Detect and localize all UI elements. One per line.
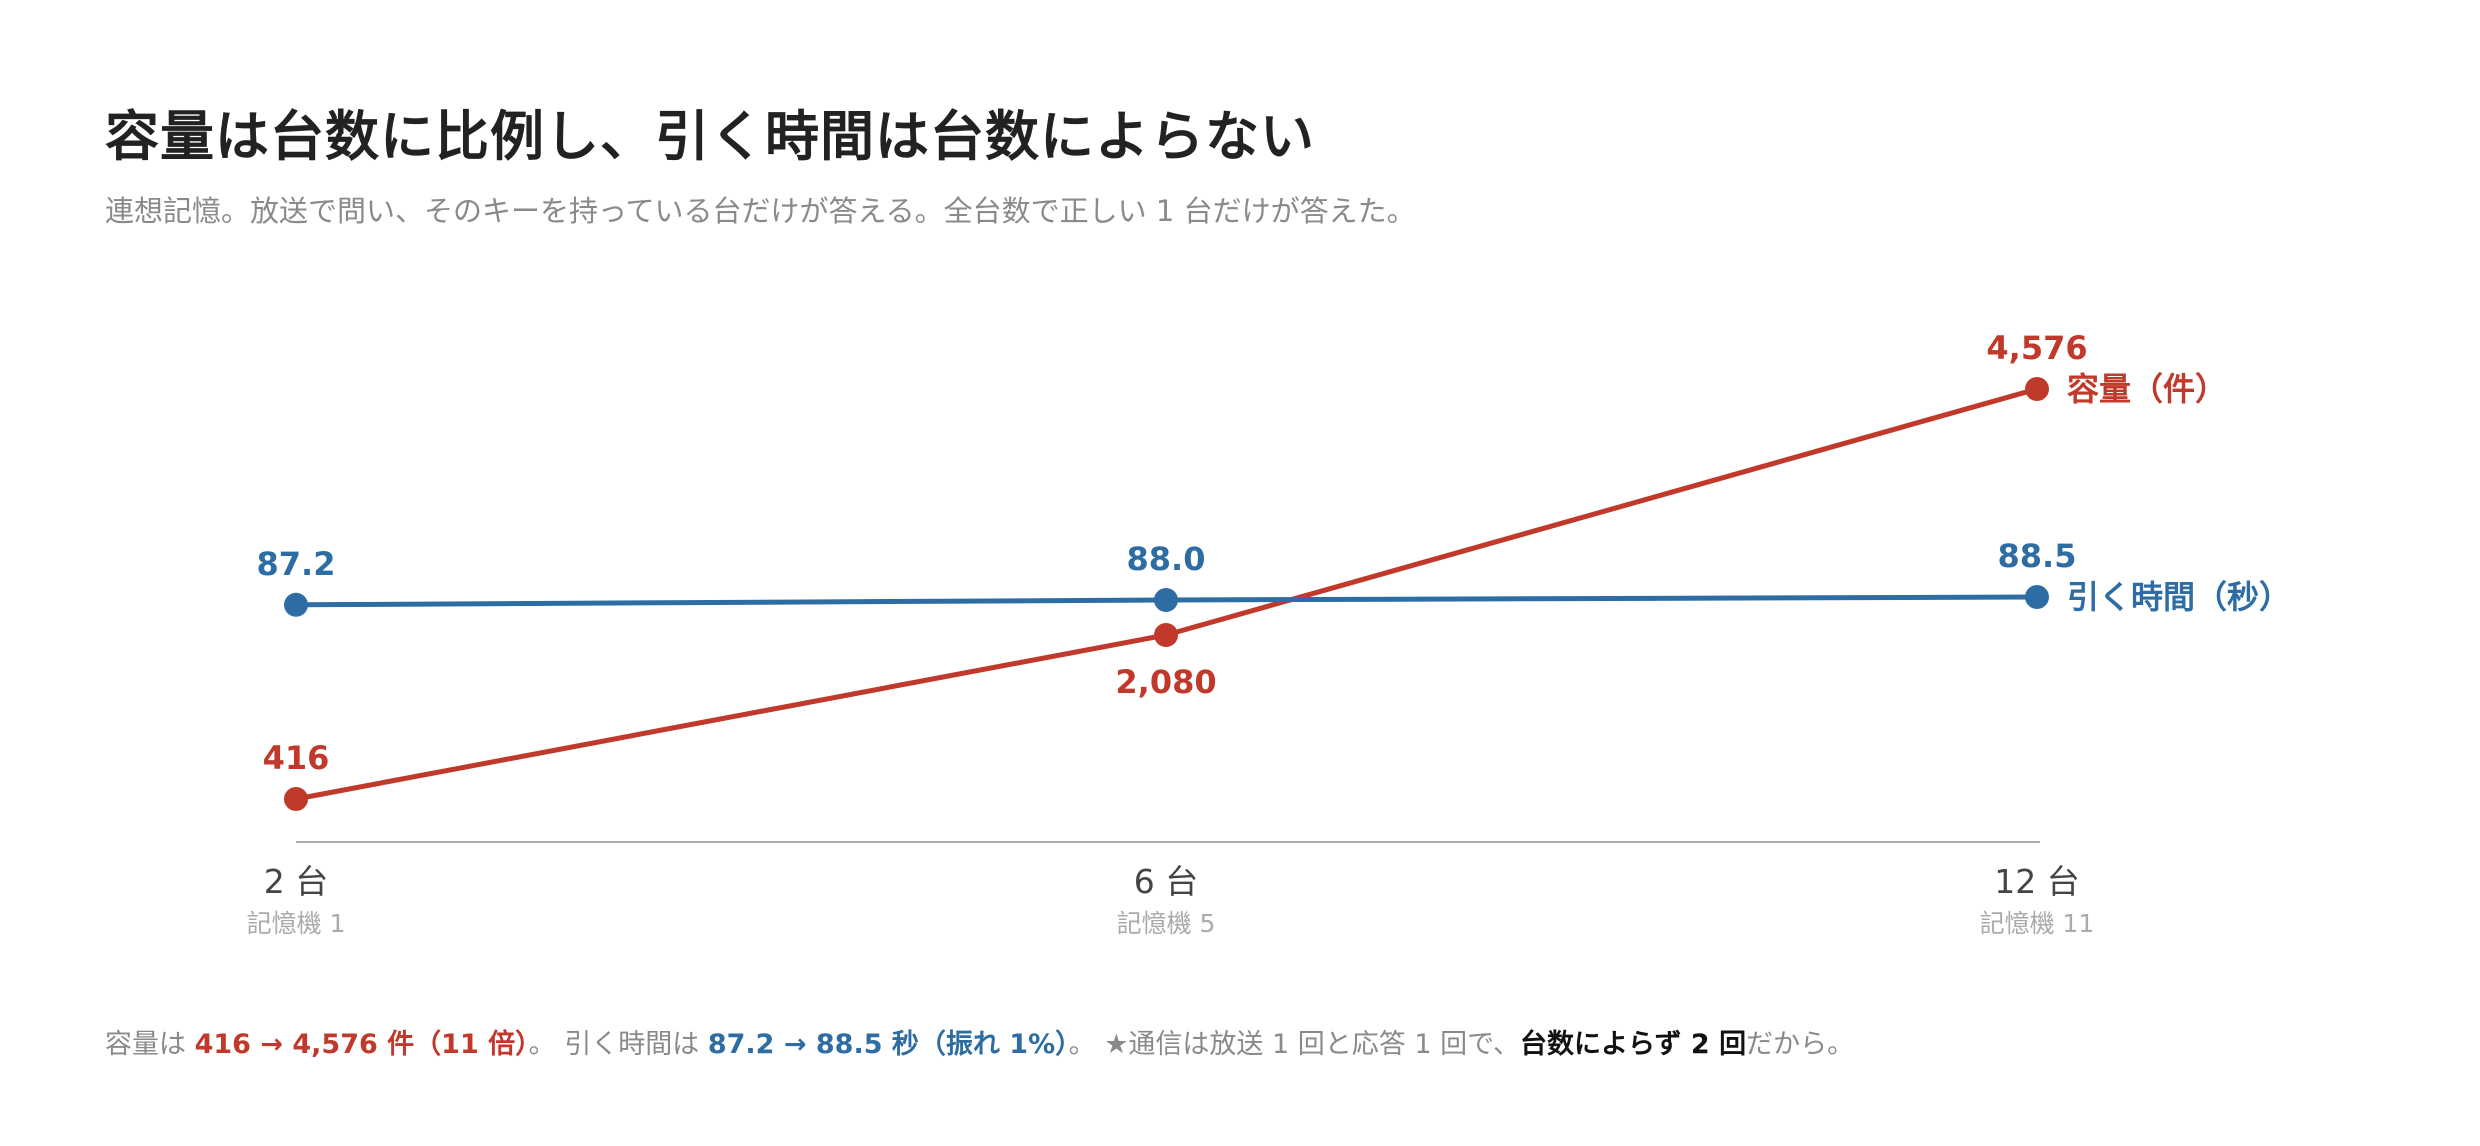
footnote-end: だから。 <box>1746 1029 1855 1060</box>
x-tick-label: 6 台 <box>1134 862 1199 901</box>
time-series-name: 引く時間（秒） <box>2067 578 2291 616</box>
footnote: 容量は 416 → 4,576 件（11 倍）。 引く時間は 87.2 → 88… <box>105 1022 1854 1061</box>
footnote-emphasis: 台数によらず 2 回 <box>1520 1029 1747 1060</box>
time-point <box>284 592 308 617</box>
time-data-label: 88.5 <box>1998 537 2077 575</box>
capacity-data-label: 4,576 <box>1986 329 2087 367</box>
chart-title: 容量は台数に比例し、引く時間は台数によらない <box>105 105 1315 168</box>
footnote-cap-prefix: 容量は <box>105 1029 195 1060</box>
footnote-time-value: 87.2 → 88.5 秒（振れ 1%） <box>707 1029 1069 1060</box>
footnote-cap-value: 416 → 4,576 件（11 倍） <box>194 1029 529 1060</box>
time-point <box>1154 588 1178 612</box>
time-data-label: 88.0 <box>1127 540 1206 578</box>
x-tick-label: 12 台 <box>1994 862 2079 901</box>
x-tick-sublabel: 記憶機 5 <box>1117 909 1216 938</box>
time-data-label: 87.2 <box>257 545 336 583</box>
x-tick-sublabel: 記憶機 11 <box>1980 909 2095 938</box>
capacity-data-label: 416 <box>263 739 330 777</box>
capacity-point <box>284 787 308 811</box>
capacity-series-name: 容量（件） <box>2067 370 2227 408</box>
x-tick-label: 2 台 <box>264 862 329 901</box>
footnote-time-suffix: 。 ★通信は放送 1 回と応答 1 回で、 <box>1068 1029 1521 1060</box>
capacity-data-label: 2,080 <box>1115 663 1216 701</box>
chart-subtitle: 連想記憶。放送で問い、そのキーを持っている台だけが答える。全台数で正しい 1 台… <box>105 194 1416 228</box>
capacity-point <box>2025 377 2049 401</box>
x-tick-sublabel: 記憶機 1 <box>247 909 346 938</box>
capacity-point <box>1154 623 1178 647</box>
footnote-cap-suffix: 。 引く時間は <box>528 1029 708 1060</box>
time-point <box>2025 585 2049 609</box>
